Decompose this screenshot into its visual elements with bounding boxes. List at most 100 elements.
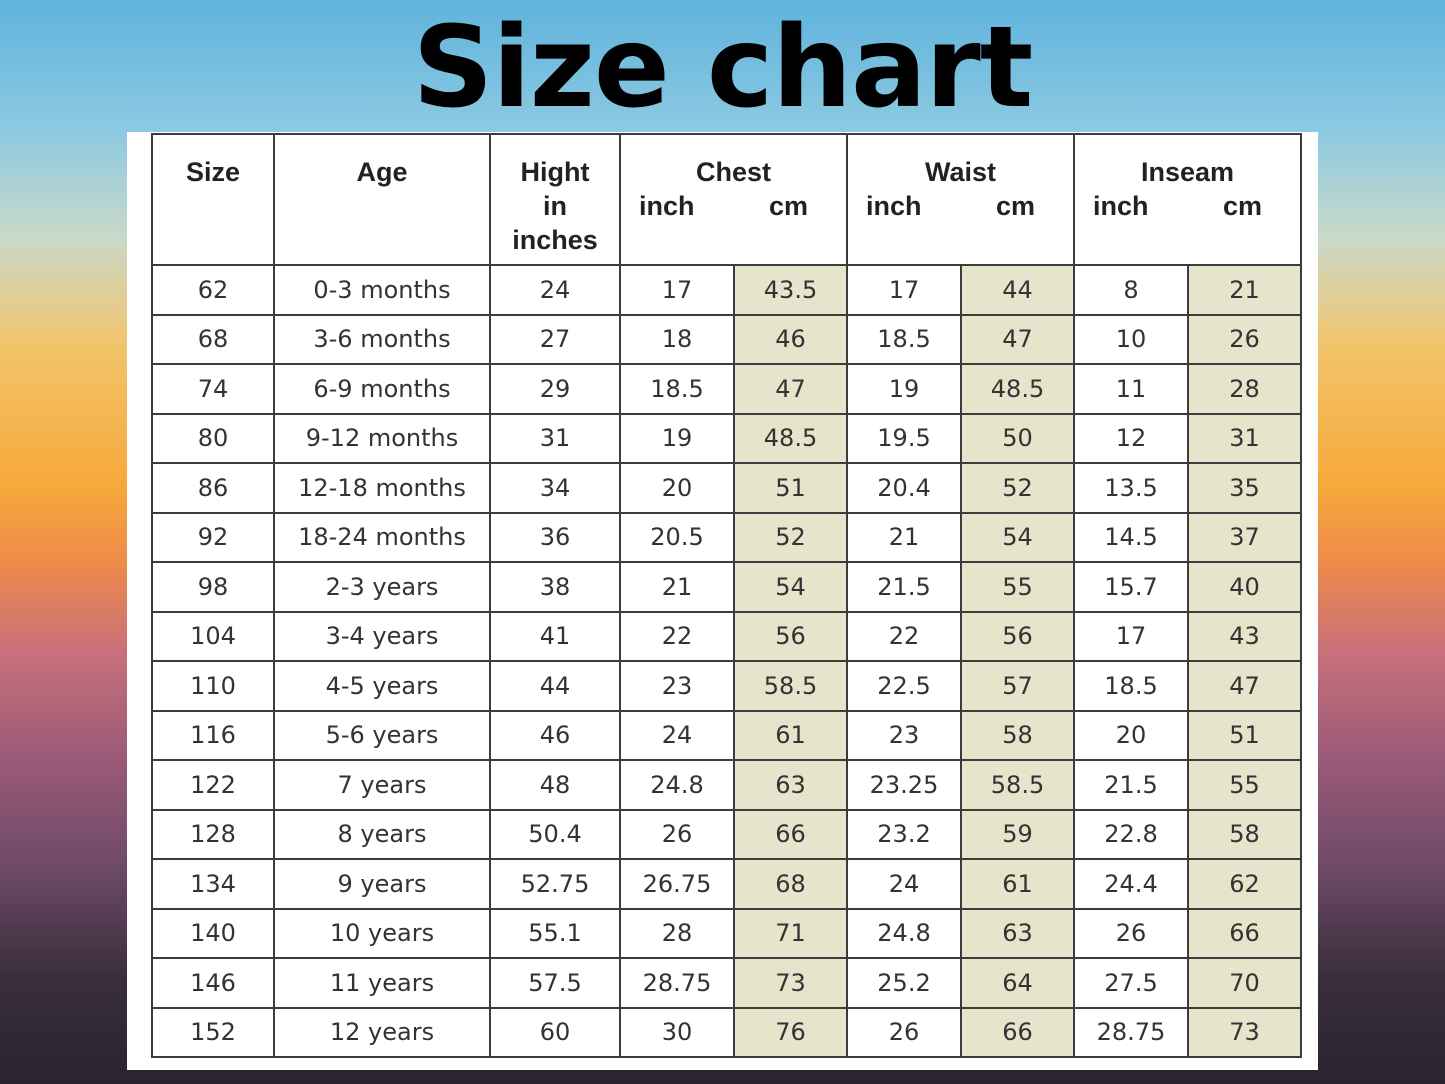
cell-chest-inch: 24 — [619, 709, 735, 761]
cell-inseam-cm: 55 — [1187, 759, 1302, 811]
cell-height: 27 — [489, 313, 621, 365]
cell-inseam-inch: 13.5 — [1073, 462, 1189, 514]
cell-waist-cm: 63 — [960, 907, 1075, 959]
cell-chest-inch: 26.75 — [619, 858, 735, 910]
table-row: 68 3-6 months 27 18 46 18.5 47 10 26 — [151, 313, 1302, 365]
cell-age: 18-24 months — [273, 511, 491, 563]
cell-waist-inch: 24.8 — [846, 907, 962, 959]
cell-size: 68 — [151, 313, 275, 365]
cell-height: 38 — [489, 561, 621, 613]
cell-inseam-inch: 8 — [1073, 264, 1189, 316]
cell-waist-inch: 22.5 — [846, 660, 962, 712]
cell-height: 34 — [489, 462, 621, 514]
cell-age: 7 years — [273, 759, 491, 811]
cell-chest-inch: 24.8 — [619, 759, 735, 811]
cell-waist-inch: 21.5 — [846, 561, 962, 613]
cell-chest-cm: 73 — [733, 957, 848, 1009]
cell-waist-inch: 23 — [846, 709, 962, 761]
cell-waist-cm: 59 — [960, 808, 1075, 860]
table-row: 152 12 years 60 30 76 26 66 28.75 73 — [151, 1006, 1302, 1058]
cell-chest-cm: 48.5 — [733, 412, 848, 464]
cell-waist-cm: 47 — [960, 313, 1075, 365]
cell-waist-inch: 17 — [846, 264, 962, 316]
cell-chest-cm: 76 — [733, 1006, 848, 1058]
header-inseam-label: Inseam — [1140, 157, 1235, 187]
cell-chest-cm: 46 — [733, 313, 848, 365]
cell-waist-inch: 23.25 — [846, 759, 962, 811]
cell-chest-cm: 66 — [733, 808, 848, 860]
cell-inseam-inch: 26 — [1073, 907, 1189, 959]
cell-inseam-inch: 21.5 — [1073, 759, 1189, 811]
cell-height: 60 — [489, 1006, 621, 1058]
header-height-line: Hight — [520, 157, 590, 187]
cell-inseam-cm: 31 — [1187, 412, 1302, 464]
cell-size: 98 — [151, 561, 275, 613]
table-row: 140 10 years 55.1 28 71 24.8 63 26 66 — [151, 907, 1302, 959]
header-chest: Chest inch cm — [619, 133, 848, 266]
header-inseam-cm: cm — [1222, 191, 1262, 221]
cell-waist-inch: 26 — [846, 1006, 962, 1058]
cell-height: 48 — [489, 759, 621, 811]
cell-waist-inch: 20.4 — [846, 462, 962, 514]
cell-chest-inch: 28 — [619, 907, 735, 959]
cell-height: 46 — [489, 709, 621, 761]
cell-chest-inch: 28.75 — [619, 957, 735, 1009]
cell-inseam-cm: 21 — [1187, 264, 1302, 316]
cell-waist-cm: 50 — [960, 412, 1075, 464]
header-height-line: inches — [512, 225, 598, 255]
cell-height: 31 — [489, 412, 621, 464]
cell-inseam-inch: 20 — [1073, 709, 1189, 761]
cell-inseam-cm: 70 — [1187, 957, 1302, 1009]
cell-inseam-cm: 37 — [1187, 511, 1302, 563]
cell-inseam-cm: 73 — [1187, 1006, 1302, 1058]
cell-chest-inch: 23 — [619, 660, 735, 712]
table-row: 74 6-9 months 29 18.5 47 19 48.5 11 28 — [151, 363, 1302, 415]
header-size: Size — [151, 133, 275, 266]
cell-height: 50.4 — [489, 808, 621, 860]
cell-age: 12-18 months — [273, 462, 491, 514]
cell-chest-cm: 51 — [733, 462, 848, 514]
cell-chest-inch: 19 — [619, 412, 735, 464]
cell-inseam-inch: 14.5 — [1073, 511, 1189, 563]
cell-chest-cm: 56 — [733, 610, 848, 662]
cell-inseam-inch: 11 — [1073, 363, 1189, 415]
cell-size: 80 — [151, 412, 275, 464]
header-chest-label: Chest — [695, 157, 771, 187]
cell-inseam-inch: 27.5 — [1073, 957, 1189, 1009]
cell-size: 110 — [151, 660, 275, 712]
table-row: 122 7 years 48 24.8 63 23.25 58.5 21.5 55 — [151, 759, 1302, 811]
header-age: Age — [273, 133, 491, 266]
cell-inseam-cm: 47 — [1187, 660, 1302, 712]
cell-age: 4-5 years — [273, 660, 491, 712]
cell-age: 6-9 months — [273, 363, 491, 415]
cell-chest-cm: 61 — [733, 709, 848, 761]
cell-chest-inch: 20 — [619, 462, 735, 514]
cell-inseam-cm: 62 — [1187, 858, 1302, 910]
cell-inseam-inch: 12 — [1073, 412, 1189, 464]
cell-waist-cm: 52 — [960, 462, 1075, 514]
cell-waist-cm: 66 — [960, 1006, 1075, 1058]
cell-age: 9 years — [273, 858, 491, 910]
cell-size: 134 — [151, 858, 275, 910]
cell-chest-inch: 18 — [619, 313, 735, 365]
cell-inseam-inch: 17 — [1073, 610, 1189, 662]
cell-inseam-cm: 28 — [1187, 363, 1302, 415]
cell-inseam-cm: 26 — [1187, 313, 1302, 365]
table-row: 104 3-4 years 41 22 56 22 56 17 43 — [151, 610, 1302, 662]
table-row: 62 0-3 months 24 17 43.5 17 44 8 21 — [151, 264, 1302, 316]
cell-size: 122 — [151, 759, 275, 811]
cell-height: 36 — [489, 511, 621, 563]
table-body: 62 0-3 months 24 17 43.5 17 44 8 21 68 3-6 months 2… — [151, 264, 1302, 1058]
header-waist-inch: inch — [866, 191, 922, 221]
cell-chest-inch: 21 — [619, 561, 735, 613]
cell-chest-cm: 47 — [733, 363, 848, 415]
cell-age: 3-4 years — [273, 610, 491, 662]
cell-height: 57.5 — [489, 957, 621, 1009]
cell-inseam-cm: 43 — [1187, 610, 1302, 662]
cell-waist-cm: 58 — [960, 709, 1075, 761]
table-row: 110 4-5 years 44 23 58.5 22.5 57 18.5 47 — [151, 660, 1302, 712]
table-row: 92 18-24 months 36 20.5 52 21 54 14.5 37 — [151, 511, 1302, 563]
cell-height: 41 — [489, 610, 621, 662]
cell-chest-cm: 58.5 — [733, 660, 848, 712]
cell-waist-inch: 21 — [846, 511, 962, 563]
